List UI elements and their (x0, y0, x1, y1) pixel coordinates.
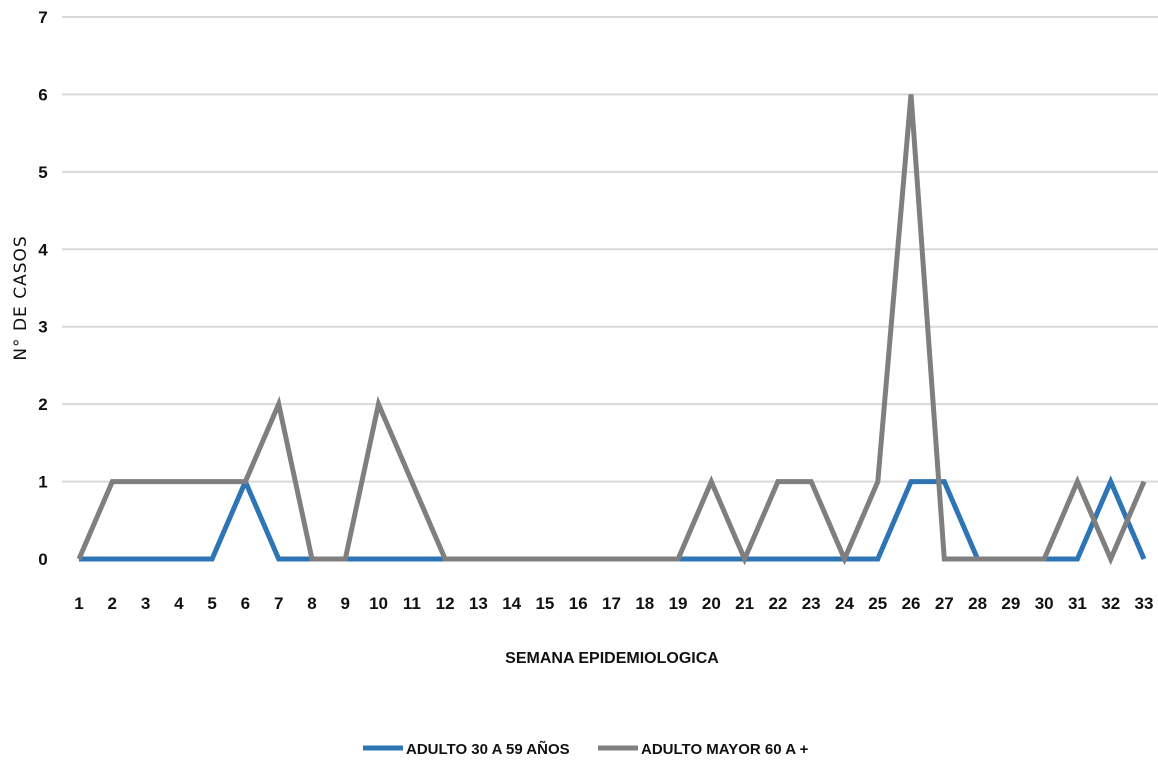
y-tick-label: 2 (38, 395, 47, 414)
x-tick-label: 9 (341, 594, 350, 613)
legend-label-1: ADULTO 30 A 59 AÑOS (406, 740, 570, 758)
y-tick-label: 5 (38, 163, 47, 182)
x-tick-label: 25 (868, 594, 887, 613)
x-tick-label: 32 (1101, 594, 1120, 613)
x-tick-label: 7 (274, 594, 283, 613)
x-tick-label: 21 (735, 594, 754, 613)
x-tick-label: 18 (635, 594, 654, 613)
x-tick-label: 3 (141, 594, 150, 613)
y-axis-title: N° DE CASOS (11, 235, 31, 360)
x-tick-label: 10 (369, 594, 388, 613)
x-tick-label: 13 (469, 594, 488, 613)
x-tick-label: 26 (902, 594, 921, 613)
x-tick-labels: 1 2 3 4 5 6 7 8 9 10 11 12 13 14 15 16 17 18 19 20 21 22 23 24 2… (74, 594, 1153, 613)
x-tick-label: 8 (307, 594, 316, 613)
x-tick-label: 11 (403, 594, 421, 613)
y-tick-label: 0 (38, 550, 47, 569)
legend: ADULTO 30 A 59 AÑOS ADULTO MAYOR 60 A + (363, 740, 809, 758)
x-tick-label: 31 (1068, 594, 1087, 613)
legend-label-2: ADULTO MAYOR 60 A + (641, 741, 809, 758)
x-tick-label: 16 (569, 594, 588, 613)
x-tick-label: 2 (108, 594, 117, 613)
x-tick-label: 12 (436, 594, 455, 613)
y-tick-label: 1 (38, 473, 47, 492)
x-tick-label: 29 (1001, 594, 1020, 613)
y-tick-label: 6 (38, 85, 47, 104)
y-tick-labels: 0 1 2 3 4 5 6 7 (38, 8, 48, 569)
y-tick-label: 7 (38, 8, 47, 27)
x-tick-label: 1 (74, 594, 83, 613)
y-tick-label: 4 (38, 240, 48, 259)
series-line-2 (76, 94, 1147, 566)
x-tick-label: 6 (241, 594, 250, 613)
x-tick-label: 19 (669, 594, 688, 613)
x-tick-label: 20 (702, 594, 721, 613)
x-tick-label: 33 (1135, 594, 1154, 613)
x-tick-label: 30 (1035, 594, 1054, 613)
x-tick-label: 17 (602, 594, 621, 613)
x-tick-label: 14 (502, 594, 521, 613)
gridlines (62, 16, 1158, 483)
x-axis-title: SEMANA EPIDEMIOLOGICA (505, 650, 719, 667)
series-line-1 (79, 475, 1147, 562)
x-tick-label: 22 (768, 594, 787, 613)
x-tick-label: 5 (207, 594, 216, 613)
x-tick-label: 24 (835, 594, 854, 613)
x-tick-label: 27 (935, 594, 954, 613)
x-tick-label: 4 (174, 594, 184, 613)
y-tick-label: 3 (38, 318, 47, 337)
x-tick-label: 23 (802, 594, 821, 613)
x-tick-label: 28 (968, 594, 987, 613)
x-tick-label: 15 (535, 594, 554, 613)
series-lines (76, 94, 1147, 566)
